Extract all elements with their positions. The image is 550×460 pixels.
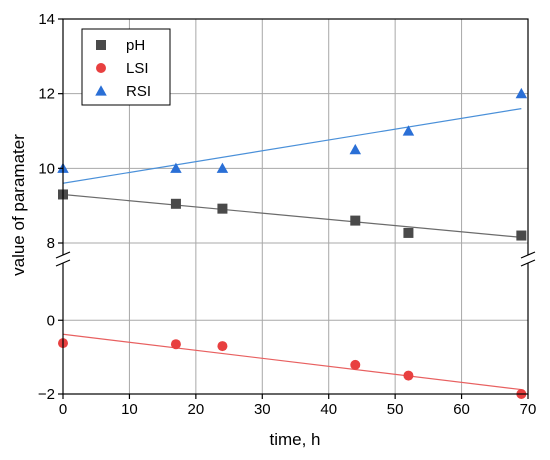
y-tick-label: 10 (38, 160, 55, 177)
x-tick-label: 60 (453, 401, 470, 418)
x-tick-label: 70 (520, 401, 537, 418)
y-tick-label: 8 (47, 235, 55, 252)
rsi-legend-label: RSI (126, 83, 151, 100)
plot-frame (62, 18, 529, 395)
rsi-point (515, 87, 528, 99)
x-tick-label: 20 (188, 401, 205, 418)
x-tick-label: 40 (320, 401, 337, 418)
y-tick-label: −2 (38, 386, 55, 403)
ph-point (350, 215, 361, 226)
ph-legend-marker (96, 40, 106, 50)
rsi-fit-line (62, 108, 522, 184)
grid (63, 19, 528, 394)
ph-point (516, 230, 527, 241)
ph-fit-line (62, 193, 522, 238)
axis-break-mark (55, 251, 71, 259)
y-tick-label: 0 (47, 312, 55, 329)
rsi-point (349, 143, 362, 155)
lsi-point (217, 341, 228, 352)
ph-point (217, 203, 228, 214)
x-tick-label: 10 (121, 401, 138, 418)
legend: pH LSI RSI (81, 28, 171, 106)
lsi-fit-line (62, 333, 522, 391)
axis-break-gap (524, 255, 532, 263)
y-tick-label: 12 (38, 86, 55, 103)
rsi-point (170, 162, 182, 173)
x-tick-label: 0 (59, 401, 67, 418)
rsi-point (216, 162, 229, 173)
ph-legend-label: pH (126, 37, 145, 54)
fit-lines (62, 108, 522, 391)
lsi-point (403, 370, 414, 381)
axis-break-mark (520, 259, 536, 267)
lsi-legend-marker (96, 63, 106, 73)
rsi-legend-marker (95, 85, 107, 96)
axis-break-gap (59, 255, 67, 263)
lsi-point (350, 359, 361, 370)
x-tick-label: 50 (387, 401, 404, 418)
y-axis-title: value of paramater (9, 134, 28, 276)
lsi-point (170, 339, 181, 350)
ph-point (403, 227, 414, 238)
axis-break-mark (55, 259, 71, 267)
y-tick-label: 14 (38, 11, 55, 28)
axis-break-mark (520, 251, 536, 259)
rsi-point (402, 125, 415, 136)
ph-point (170, 198, 181, 209)
lsi-legend-label: LSI (126, 60, 149, 77)
x-tick-label: 30 (254, 401, 271, 418)
x-axis-title: time, h (269, 430, 320, 449)
